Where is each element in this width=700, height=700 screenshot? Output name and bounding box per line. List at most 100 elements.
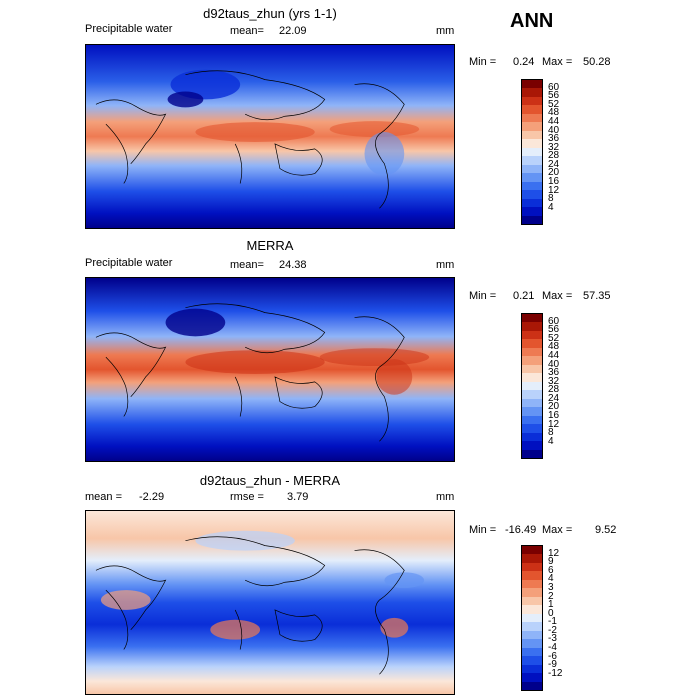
colorbar-tick-label: 28 [548,150,560,162]
colorbar-segment [522,130,542,140]
panel-1-min-label: Min = [469,56,497,68]
colorbar-tick-label: 3 [548,581,554,593]
colorbar-tick-label: -1 [548,616,557,628]
colorbar-segment [522,647,542,657]
colorbar-segment [522,88,542,97]
colorbar-tick-label: 48 [548,341,560,353]
colorbar-segment [522,373,542,382]
colorbar-tick-label: -9 [548,659,557,671]
colorbar-segment [522,562,542,572]
colorbar-segment [522,588,542,597]
colorbar-tick-label: 36 [548,133,560,145]
panel-1-colorbar [521,79,543,225]
colorbar-segment [522,190,542,199]
colorbar-segment [522,314,542,323]
panel-3-colorbar [521,545,543,691]
panel-1-map [85,44,455,229]
colorbar-tick-label: 16 [548,410,560,422]
colorbar-tick-label: 12 [548,418,560,430]
colorbar-tick-label: 20 [548,167,560,179]
colorbar-tick-label: -2 [548,624,557,636]
colorbar-segment [522,656,542,665]
colorbar-segment [522,96,542,106]
colorbar-segment [522,330,542,340]
colorbar-tick-label: -6 [548,650,557,662]
panel-3-title: d92taus_zhun - MERRA [199,473,341,488]
panel-1-title: d92taus_zhun (yrs 1-1) [203,6,337,21]
panel-2-min-value: 0.21 [513,290,535,302]
colorbar-segment [522,356,542,365]
panel-3-map-svg [86,511,454,694]
colorbar-tick-label: 1 [548,599,554,611]
colorbar-segment [522,173,542,182]
colorbar-segment [522,622,542,631]
colorbar-segment [522,207,542,216]
colorbar-segment [522,364,542,374]
colorbar-tick-label: 36 [548,367,560,379]
colorbar-segment [522,596,542,606]
colorbar-segment [522,80,542,89]
colorbar-tick-label: 44 [548,115,560,127]
colorbar-tick-label: 24 [548,392,560,404]
panel-3-rmse-label: rmse = [230,491,264,503]
panel-3-units: mm [436,491,455,503]
panel-1-map-svg [86,45,454,228]
season-label: ANN [510,10,554,32]
panel-3-max-value: 9.52 [595,524,617,536]
colorbar-segment [522,673,542,682]
colorbar-tick-label: -3 [548,633,557,645]
colorbar-tick-label: 8 [548,193,554,205]
colorbar-segment [522,198,542,208]
panel-2-units: mm [436,259,455,271]
colorbar-segment [522,681,542,690]
colorbar-tick-label: 48 [548,107,560,119]
colorbar-tick-label: 4 [548,201,554,213]
colorbar-tick-label: 16 [548,176,560,188]
panel-2-mean-label: mean= [230,259,264,271]
colorbar-tick-label: 52 [548,98,560,110]
panel-1-left-label: Precipitable water [85,23,173,35]
panel-3-max-label: Max = [542,524,573,536]
colorbar-tick-label: 52 [548,332,560,344]
panel-1-mean-label: mean= [230,25,264,37]
panel-2-max-value: 57.35 [583,290,611,302]
colorbar-segment [522,554,542,563]
colorbar-segment [522,630,542,640]
panel-2-map-svg [86,278,454,461]
colorbar-segment [522,398,542,408]
colorbar-segment [522,105,542,114]
colorbar-segment [522,113,542,123]
panel-2-title: MERRA [246,238,294,253]
colorbar-segment [522,347,542,357]
colorbar-tick-label: 12 [548,547,560,559]
panel-1-max-label: Max = [542,56,573,68]
colorbar-segment [522,181,542,191]
colorbar-segment [522,381,542,391]
colorbar-segment [522,215,542,224]
colorbar-tick-label: 44 [548,349,560,361]
panel-1-min-value: 0.24 [513,56,535,68]
panel-2-min-label: Min = [469,290,497,302]
panel-3-min-value: -16.49 [505,524,537,536]
colorbar-tick-label: 40 [548,124,560,136]
colorbar-segment [522,432,542,442]
colorbar-segment [522,415,542,425]
colorbar-segment [522,407,542,416]
panel-3-mean-value: -2.29 [139,491,165,503]
colorbar-tick-label: 4 [548,573,554,585]
colorbar-tick-label: 40 [548,358,560,370]
panel-2-max-label: Max = [542,290,573,302]
colorbar-tick-label: -4 [548,642,557,654]
colorbar-tick-label: 4 [548,435,554,447]
panel-1-units: mm [436,25,455,37]
colorbar-tick-label: 56 [548,90,560,102]
colorbar-segment [522,639,542,648]
colorbar-tick-label: 24 [548,158,560,170]
colorbar-segment [522,339,542,348]
panel-1-mean-value: 22.09 [279,25,307,37]
colorbar-segment [522,322,542,331]
colorbar-segment [522,139,542,148]
colorbar-tick-label: 32 [548,141,560,153]
panel-3-min-label: Min = [469,524,497,536]
colorbar-segment [522,122,542,131]
